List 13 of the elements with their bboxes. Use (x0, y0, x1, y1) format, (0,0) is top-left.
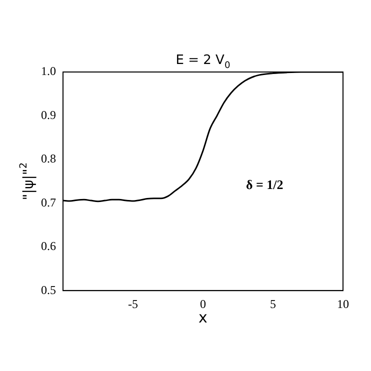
x-tick-label: 10 (337, 296, 349, 311)
y-tick-label: 1.0 (41, 64, 56, 78)
x-tick-label: 5 (270, 296, 276, 311)
annotation: δ = 1/2 (246, 177, 284, 192)
x-axis-title: x (198, 308, 208, 327)
y-axis-title: "|ψ|"2 (18, 162, 37, 200)
y-tick-label: 0.7 (41, 195, 56, 210)
y-tick-label: 0.8 (41, 152, 56, 166)
x-tick-label: 0 (200, 296, 206, 311)
x-tick-label: -5 (128, 296, 138, 311)
y-tick-label: 0.5 (41, 282, 56, 297)
y-tick-label: 0.6 (41, 239, 56, 254)
y-tick-label: 0.9 (41, 108, 56, 122)
